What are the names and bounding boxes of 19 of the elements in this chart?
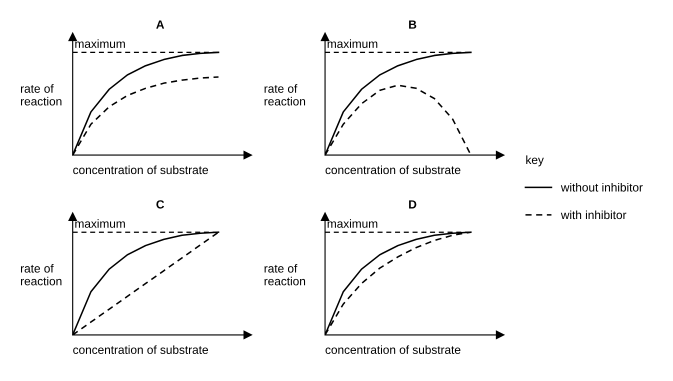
ref-line-label: maximum xyxy=(75,219,125,228)
ref-line-label: maximum xyxy=(75,39,125,48)
ref-line-label: maximum xyxy=(328,219,378,228)
ref-line-label: maximum xyxy=(328,39,378,48)
y-axis-title: rate of reaction xyxy=(264,84,306,106)
x-axis-title: concentration of substrate xyxy=(326,165,460,174)
chart-title: B xyxy=(409,20,416,29)
x-axis-title: concentration of substrate xyxy=(73,345,208,354)
chart-title: A xyxy=(156,20,164,29)
y-axis-title: rate of reaction xyxy=(20,264,62,286)
x-axis-title: concentration of substrate xyxy=(326,345,460,354)
chart-title: D xyxy=(409,200,416,208)
y-axis-title: rate of reaction xyxy=(264,264,306,286)
legend-label: without inhibitor xyxy=(560,182,643,192)
y-axis-title: rate of reaction xyxy=(20,84,62,106)
legend-label: with inhibitor xyxy=(560,210,626,220)
legend-title: key xyxy=(526,155,544,166)
x-axis-title: concentration of substrate xyxy=(73,165,208,174)
chart-title: C xyxy=(156,200,164,209)
